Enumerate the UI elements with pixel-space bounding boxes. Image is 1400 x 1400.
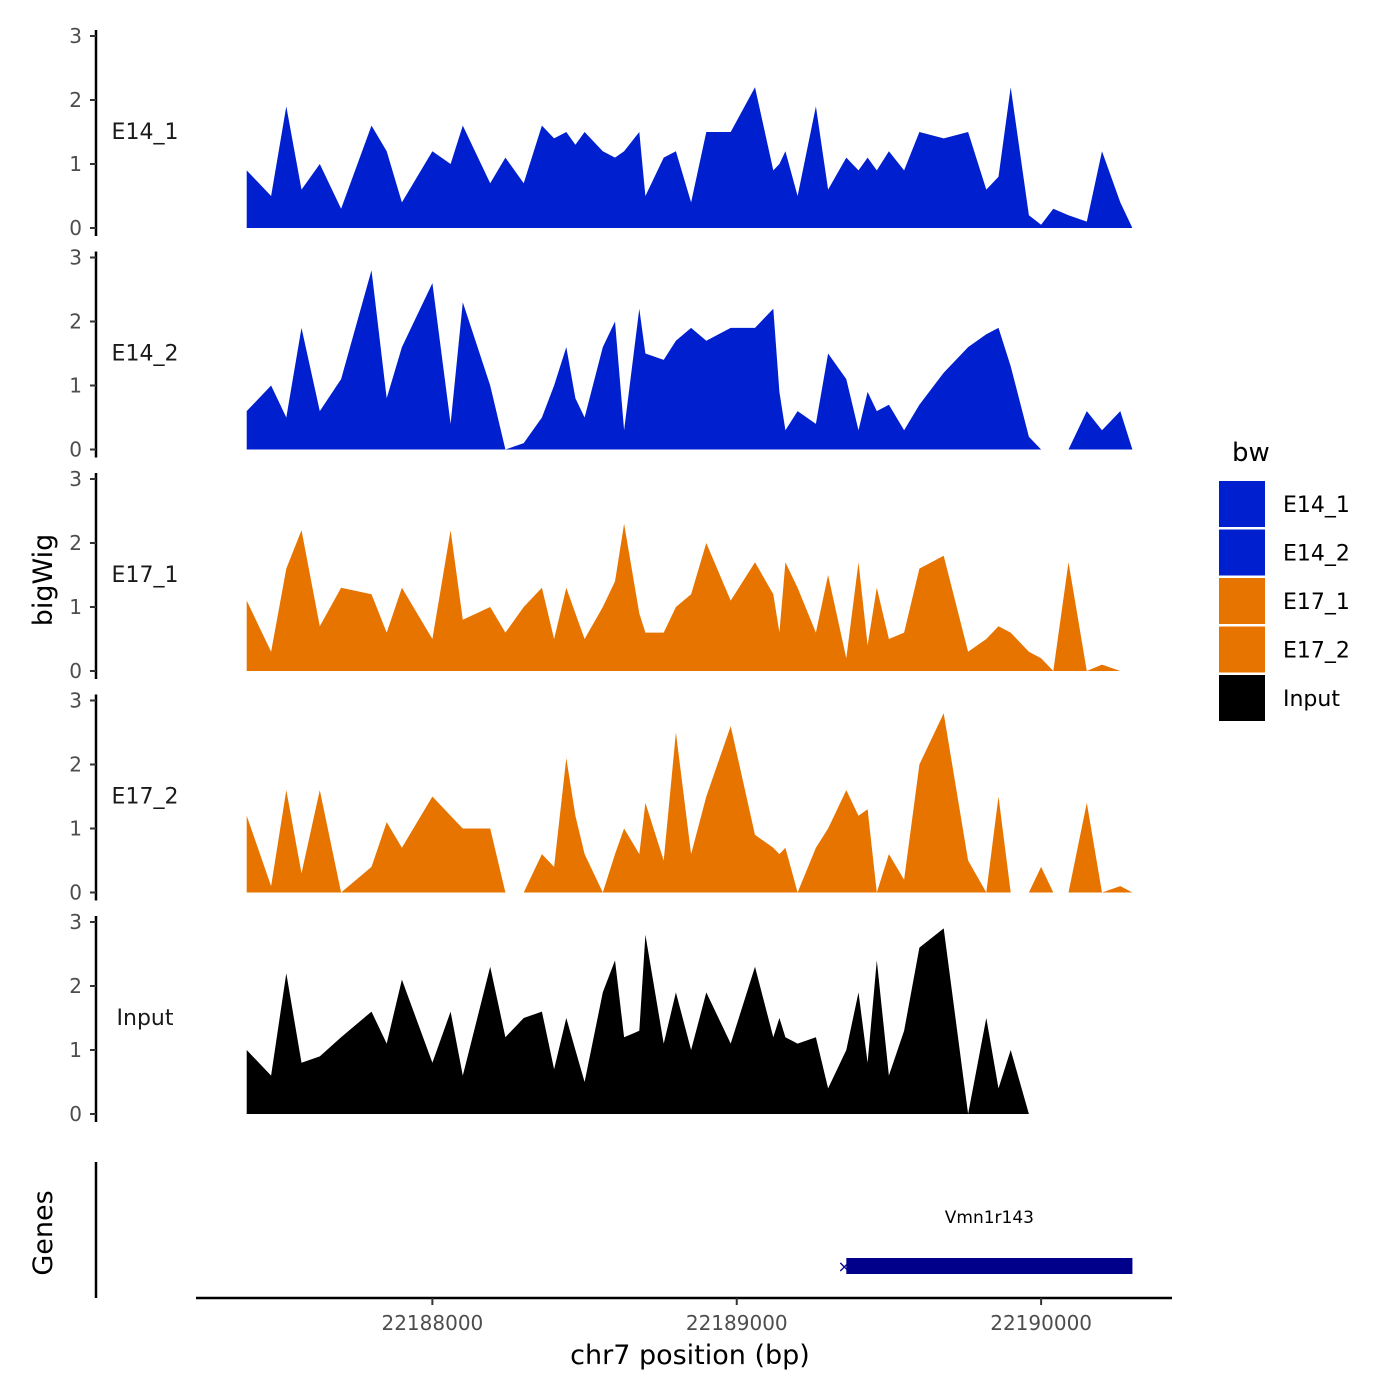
y-tick-label: 2 — [69, 974, 82, 998]
legend: bw E14_1 E14_2 E17_1 E17_2 Input — [1219, 438, 1350, 721]
legend-label: E17_1 — [1283, 590, 1350, 615]
legend-swatch-Input — [1219, 675, 1265, 721]
gene-panel: × Vmn1r143 — [94, 1162, 1133, 1298]
track-label: E14_2 — [112, 342, 179, 367]
track-E14_2: 0 1 2 3 E14_2 — [69, 246, 1133, 462]
y-tick-label: 2 — [69, 88, 82, 112]
x-tick-label: 22190000 — [990, 1311, 1092, 1335]
y-tick-label: 3 — [69, 467, 82, 491]
y-tick-label: 1 — [69, 595, 82, 619]
legend-label: E14_1 — [1283, 493, 1350, 518]
track-Input: 0 1 2 3 Input — [69, 910, 1133, 1126]
y-tick-label: 2 — [69, 310, 82, 334]
gene-label: Vmn1r143 — [945, 1208, 1034, 1228]
legend-swatch-E14_2 — [1219, 529, 1265, 576]
legend-swatch-E14_1 — [1219, 481, 1265, 527]
gene-panel-title: Genes — [28, 1190, 59, 1275]
y-tick-label: 2 — [69, 753, 82, 777]
coverage-area-E17_2 — [246, 713, 1133, 893]
track-E17_2: 0 1 2 3 E17_2 — [69, 689, 1133, 905]
strand-marker-icon: × — [838, 1257, 851, 1276]
track-label: E14_1 — [112, 120, 179, 145]
track-E14_1: 0 1 2 3 E14_1 — [69, 24, 1133, 240]
coverage-area-E14_2 — [246, 270, 1133, 450]
legend-title: bw — [1232, 438, 1270, 468]
track-E17_1: 0 1 2 3 E17_1 — [69, 467, 1133, 683]
legend-swatch-E17_2 — [1219, 626, 1265, 673]
y-tick-label: 3 — [69, 689, 82, 713]
x-tick-label: 22188000 — [381, 1311, 483, 1335]
y-tick-label: 1 — [69, 817, 82, 841]
y-tick-label: 0 — [69, 659, 82, 683]
track-label: E17_2 — [112, 785, 179, 810]
gene-body — [846, 1258, 1133, 1274]
legend-label: Input — [1283, 687, 1340, 712]
track-label: E17_1 — [112, 563, 179, 588]
y-axis-title: bigWig — [28, 534, 59, 627]
legend-label: E17_2 — [1283, 639, 1350, 664]
y-tick-label: 3 — [69, 246, 82, 270]
x-axis: 22188000 22189000 22190000 — [196, 1296, 1172, 1335]
coverage-area-Input — [246, 928, 1133, 1114]
y-tick-label: 1 — [69, 1038, 82, 1062]
y-tick-label: 1 — [69, 152, 82, 176]
x-tick-label: 22189000 — [686, 1311, 788, 1335]
coverage-tracks: 0 1 2 3 E14_1 0 1 2 3 E14_2 0 1 2 3 E17_1 0 1 2 3 E17_2 0 1 2 3… — [69, 24, 1133, 1126]
x-axis-title: chr7 position (bp) — [570, 1340, 810, 1371]
y-tick-label: 0 — [69, 881, 82, 905]
y-tick-label: 0 — [69, 1102, 82, 1126]
coverage-area-E17_1 — [246, 523, 1133, 671]
y-tick-label: 1 — [69, 374, 82, 398]
legend-label: E14_2 — [1283, 542, 1350, 567]
y-tick-label: 2 — [69, 531, 82, 555]
y-tick-label: 3 — [69, 24, 82, 48]
y-tick-label: 0 — [69, 216, 82, 240]
coverage-area-E14_1 — [246, 87, 1133, 228]
y-tick-label: 0 — [69, 438, 82, 462]
y-tick-label: 3 — [69, 910, 82, 934]
track-label: Input — [117, 1006, 174, 1031]
legend-swatch-E17_1 — [1219, 578, 1265, 624]
